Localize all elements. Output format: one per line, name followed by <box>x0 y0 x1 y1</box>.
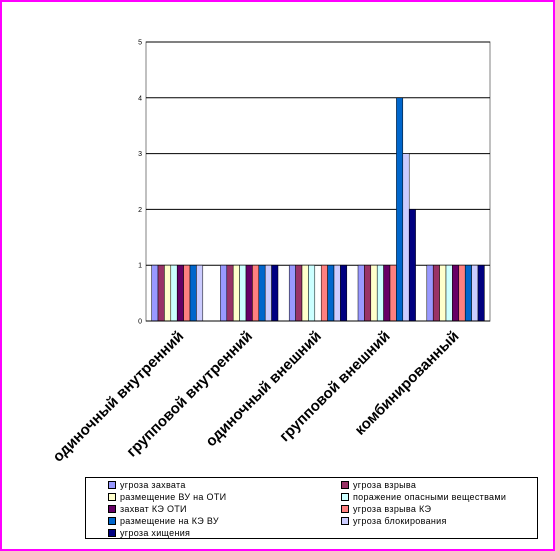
bar <box>458 264 466 322</box>
legend-label: захват КЭ ОТИ <box>120 504 187 514</box>
legend-label: угроза захвата <box>120 480 186 490</box>
legend-label: угроза блокирования <box>353 516 447 526</box>
bar <box>396 97 404 322</box>
legend-item: размещение ВУ на ОТИ <box>108 491 226 503</box>
y-tick-label: 2 <box>138 207 142 214</box>
legend-swatch <box>108 481 116 489</box>
x-tick-label: групповой внутренний <box>123 328 256 461</box>
bar <box>477 264 485 322</box>
bar <box>226 264 234 322</box>
bar <box>464 264 472 322</box>
bar <box>376 264 384 322</box>
bars <box>151 97 485 322</box>
legend-label: поражение опасными веществами <box>353 492 507 502</box>
x-tick-label: одиночный внешний <box>202 328 324 450</box>
bar <box>170 264 178 322</box>
legend-item: угроза хищения <box>108 527 190 539</box>
bar <box>220 264 228 322</box>
bar <box>364 264 372 322</box>
legend-swatch <box>341 481 349 489</box>
legend: угроза захвата угроза взрыва размещение ВУ… <box>85 477 538 539</box>
legend-label: угроза хищения <box>120 528 191 538</box>
legend-swatch <box>341 517 349 525</box>
legend-item: поражение опасными веществами <box>341 491 506 503</box>
bar <box>340 264 348 322</box>
legend-item: угроза захвата <box>108 479 186 491</box>
legend-label: размещение на КЭ ВУ <box>120 516 219 526</box>
legend-item: размещение на КЭ ВУ <box>108 515 219 527</box>
bar <box>408 209 416 322</box>
y-tick-label: 0 <box>138 319 142 326</box>
bar <box>439 264 447 322</box>
bar <box>383 264 391 322</box>
bar <box>471 264 479 322</box>
bar <box>357 264 365 322</box>
legend-label: угроза взрыва КЭ <box>353 504 432 514</box>
bar <box>432 264 440 322</box>
bar <box>402 153 410 322</box>
y-tick-labels: 0 1 2 3 4 5 <box>138 40 142 326</box>
bar <box>426 264 434 322</box>
bar <box>164 264 172 322</box>
legend-label: угроза взрыва <box>353 480 417 490</box>
bar <box>295 264 303 322</box>
bar <box>370 264 378 322</box>
bar <box>157 264 165 322</box>
bar <box>288 264 296 322</box>
bar <box>232 264 240 322</box>
bar <box>333 264 341 322</box>
bar <box>445 264 453 322</box>
x-tick-label: одиночный внутренний <box>50 328 188 466</box>
legend-item: угроза блокирования <box>341 515 447 527</box>
y-tick-label: 1 <box>138 263 142 270</box>
bar <box>176 264 184 322</box>
y-tick-label: 4 <box>138 95 142 102</box>
grid-lines <box>146 41 490 266</box>
bar <box>327 264 335 322</box>
bar <box>271 264 279 322</box>
bar <box>189 264 197 322</box>
y-tick-label: 3 <box>138 151 142 158</box>
bar <box>252 264 260 322</box>
bar <box>308 264 316 322</box>
bar <box>239 264 247 322</box>
bar <box>452 264 460 322</box>
legend-item: угроза взрыва КЭ <box>341 503 431 515</box>
bar <box>320 264 328 322</box>
bar <box>183 264 191 322</box>
legend-item: угроза взрыва <box>341 479 416 491</box>
bar <box>389 264 397 322</box>
y-tick-label: 5 <box>138 40 142 47</box>
bar <box>151 264 159 322</box>
bar <box>196 264 204 322</box>
legend-swatch <box>108 517 116 525</box>
bar <box>301 264 309 322</box>
bar <box>264 264 272 322</box>
bar <box>245 264 253 322</box>
legend-swatch <box>341 493 349 501</box>
bar <box>258 264 266 322</box>
legend-swatch <box>108 493 116 501</box>
legend-swatch <box>341 505 349 513</box>
legend-item: захват КЭ ОТИ <box>108 503 187 515</box>
legend-swatch <box>108 529 116 537</box>
legend-swatch <box>108 505 116 513</box>
legend-label: размещение ВУ на ОТИ <box>120 492 227 502</box>
